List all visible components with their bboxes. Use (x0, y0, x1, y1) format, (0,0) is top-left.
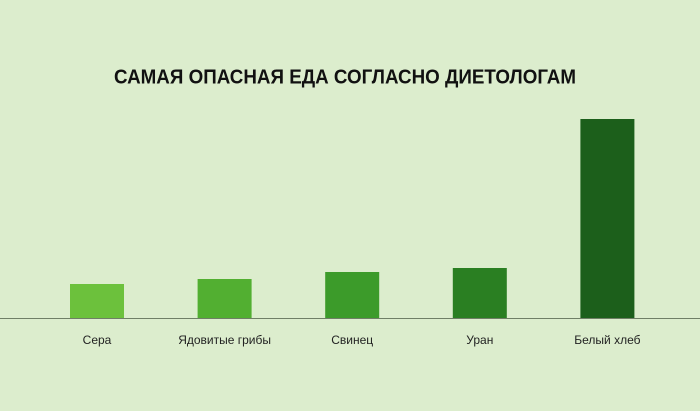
bar (325, 272, 380, 318)
bar (580, 119, 635, 318)
bar (452, 268, 507, 318)
x-tick-label: Ядовитые грибы (178, 333, 271, 347)
x-tick-label: Уран (466, 333, 493, 347)
x-tick-label: Белый хлеб (574, 333, 640, 347)
bar (197, 279, 252, 318)
x-tick-label: Свинец (331, 333, 373, 347)
x-tick-label: Сера (83, 333, 112, 347)
bar (70, 284, 124, 318)
chart-title: САМАЯ ОПАСНАЯ ЕДА СОГЛАСНО ДИЕТОЛОГАМ (114, 66, 576, 88)
